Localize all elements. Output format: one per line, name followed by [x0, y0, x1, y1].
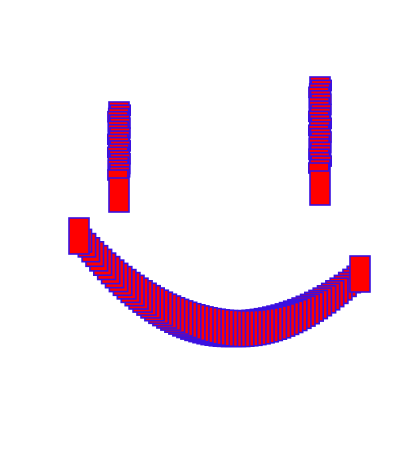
- smile-block: [349, 255, 371, 293]
- left-eye: [107, 101, 131, 213]
- right-eye: [307, 76, 333, 206]
- right-eye-block: [309, 170, 331, 206]
- smile-block: [68, 217, 90, 255]
- smile-mouth: [68, 217, 371, 348]
- left-eye-block: [108, 177, 130, 213]
